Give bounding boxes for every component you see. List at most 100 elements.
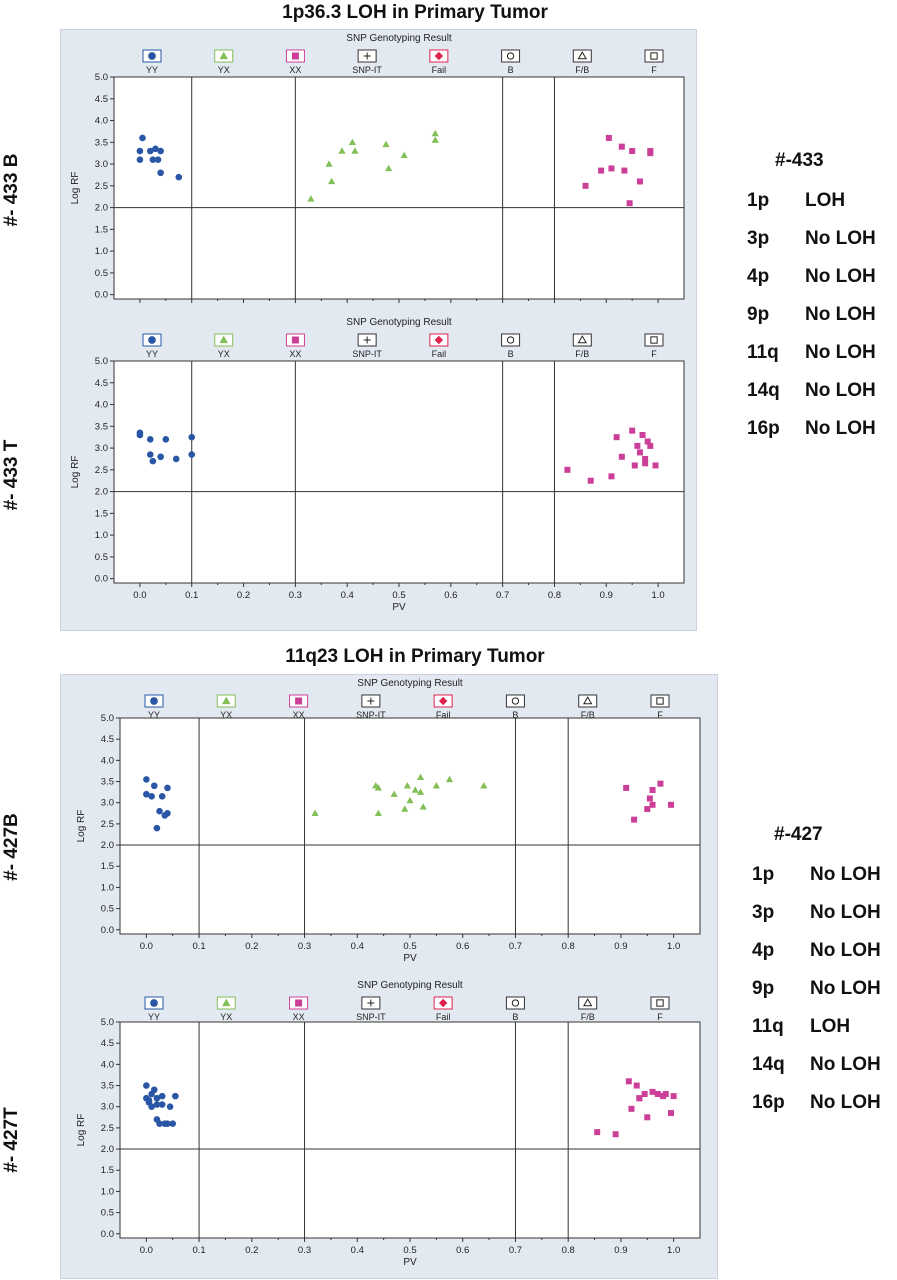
loh-status: No LOH [810, 864, 881, 885]
legend-marker-f/b [582, 998, 593, 1007]
legend-marker-xx [295, 999, 303, 1007]
legend-marker-yy [150, 697, 158, 705]
legend-marker-yx [219, 51, 228, 60]
y-tick-label: 4.5 [101, 1038, 114, 1049]
chart-433-t: SNP Genotyping Result YY YX XX SNP-IT Fail B F/… [70, 317, 685, 613]
data-point-yy [143, 790, 150, 798]
summary-item: 1p LOH [747, 182, 876, 220]
y-tick-label: 1.0 [95, 530, 108, 541]
chart-title: SNP Genotyping Result [346, 33, 452, 44]
data-point-xx [652, 462, 659, 469]
x-tick-label: 0.2 [245, 941, 258, 952]
summary-item: 16p No LOH [747, 410, 876, 448]
data-point-xx [594, 1129, 601, 1136]
data-point-xx [670, 1093, 677, 1100]
y-tick-label: 5.0 [95, 72, 108, 83]
legend-label: Fail [436, 1012, 451, 1022]
legend-marker-fail [434, 51, 444, 61]
data-point-yy [148, 1090, 155, 1098]
legend-label: F [657, 710, 663, 720]
y-tick-label: 3.0 [101, 798, 114, 809]
data-point-xx [623, 784, 630, 791]
data-point-xx [642, 460, 649, 467]
data-point-xx [646, 795, 653, 802]
data-point-yy [158, 1101, 166, 1108]
legend-label: F/B [575, 349, 589, 359]
data-point-yy [157, 147, 164, 155]
data-point-xx [587, 477, 594, 484]
data-point-yx [431, 136, 439, 143]
x-tick-label: 0.9 [614, 1245, 627, 1256]
loh-status: No LOH [810, 940, 881, 961]
summary-433: #-433 1p LOH 3p No LOH 4p No LOH 9p No LOH 1… [747, 150, 876, 448]
legend-marker-f/b [582, 696, 593, 705]
loh-status: No LOH [810, 902, 881, 923]
plot-area [113, 360, 685, 584]
legend-marker-yy [150, 999, 158, 1007]
x-tick-label: 0.5 [403, 941, 416, 952]
legend-marker-f [650, 336, 658, 344]
data-point-yy [169, 1120, 177, 1127]
summary-item: 3p No LOH [752, 894, 881, 932]
legend-marker-b [506, 52, 515, 60]
data-point-yx [374, 809, 382, 816]
data-point-yy [152, 145, 159, 153]
chart-title: SNP Genotyping Result [357, 678, 463, 689]
data-point-yy [188, 451, 196, 458]
plot-area [119, 717, 701, 935]
plot-area [119, 1021, 701, 1239]
y-tick-label: 3.5 [101, 1081, 114, 1092]
legend-marker-fail [438, 998, 448, 1008]
data-point-yx [348, 138, 356, 145]
legend-marker-snp-it [367, 999, 375, 1007]
legend-marker-yx [219, 335, 228, 344]
data-point-yy [166, 1103, 174, 1111]
legend-marker-fail [434, 335, 444, 345]
legend-label: SNP-IT [356, 1012, 386, 1022]
summary-427-title: #-427 [774, 824, 823, 845]
data-point-xx [636, 1095, 643, 1102]
data-point-yx [311, 809, 319, 816]
legend-label: XX [293, 710, 305, 720]
x-tick-label: 0.4 [341, 590, 354, 601]
data-point-yx [419, 803, 427, 810]
data-point-yy [156, 807, 163, 815]
data-point-yy [149, 156, 157, 164]
summary-item: 11q LOH [752, 1008, 881, 1046]
data-point-yx [411, 786, 419, 793]
y-tick-label: 0.0 [95, 574, 108, 585]
y-tick-label: 2.0 [95, 487, 108, 498]
data-point-yx [431, 129, 439, 137]
y-tick-label: 2.0 [95, 203, 108, 214]
data-point-xx [598, 167, 605, 174]
data-point-yy [164, 1120, 171, 1127]
data-point-xx [612, 1131, 619, 1138]
data-point-yy [149, 457, 157, 465]
summary-item: 9p No LOH [747, 296, 876, 334]
data-point-xx [668, 1110, 674, 1117]
data-point-yy [143, 776, 150, 783]
data-point-yy [158, 1092, 166, 1100]
legend-label: B [512, 1012, 518, 1022]
legend-label: F/B [581, 710, 595, 720]
data-point-xx [647, 150, 654, 157]
x-axis-label: PV [392, 602, 406, 613]
x-axis-label: PV [403, 1257, 417, 1268]
y-tick-label: 0.5 [101, 1208, 114, 1219]
data-point-yy [146, 147, 154, 155]
legend-label: YX [218, 65, 230, 75]
legend-marker-yy [148, 336, 156, 344]
y-axis-label: Log RF [76, 1114, 87, 1147]
legend-marker-snp-it [363, 52, 371, 60]
data-point-yx [374, 784, 382, 791]
y-tick-label: 2.5 [101, 1123, 114, 1134]
x-tick-label: 0.8 [562, 1245, 575, 1256]
data-point-xx [629, 427, 636, 434]
data-point-yy [148, 793, 155, 800]
data-point-yy [164, 784, 171, 792]
data-point-yy [188, 433, 196, 441]
arm-label: 11q [747, 342, 779, 363]
summary-item: 14q No LOH [747, 372, 876, 410]
legend-label: B [508, 65, 514, 75]
x-tick-label: 0.9 [600, 590, 613, 601]
